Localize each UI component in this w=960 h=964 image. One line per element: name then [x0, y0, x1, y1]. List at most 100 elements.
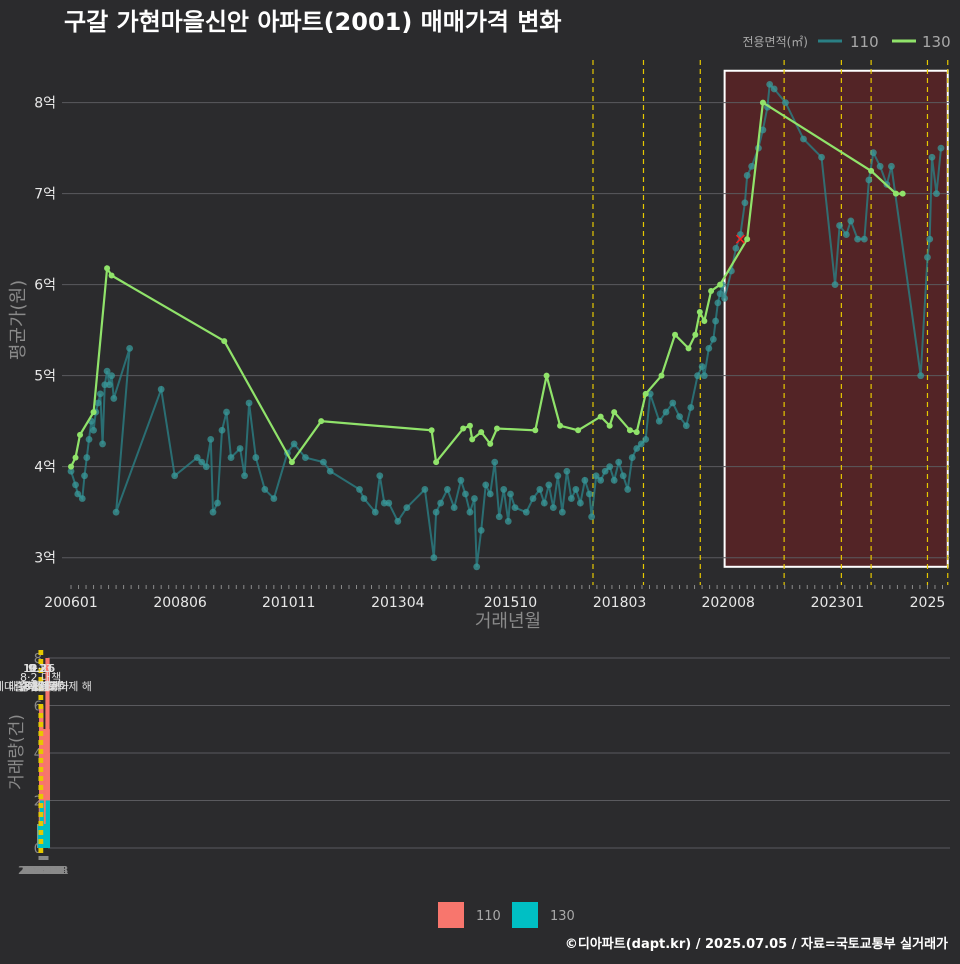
series-110-point — [549, 504, 557, 512]
policy-label-text: 10.26 — [23, 662, 55, 675]
series-110-point — [72, 481, 79, 489]
series-110-point — [326, 467, 334, 475]
series-110-point — [462, 490, 469, 498]
series-110-point — [633, 445, 641, 452]
price-x-tick-label: 201803 — [593, 595, 646, 611]
price-y-tick-label: 3억 — [34, 551, 56, 567]
series-110-point — [471, 495, 478, 502]
series-110-point — [592, 472, 600, 480]
series-110-point — [99, 440, 106, 448]
series-110-point — [437, 499, 445, 507]
series-130-point — [899, 190, 906, 197]
series-130-point — [493, 425, 500, 432]
series-110-point — [320, 458, 327, 466]
series-110-point — [581, 476, 589, 484]
series-110-point — [655, 417, 663, 425]
series-110-point — [198, 458, 206, 466]
bar-130 — [37, 824, 42, 848]
series-110-point — [642, 435, 650, 443]
series-110-point — [732, 244, 740, 252]
footer-credit: ©디아파트(dapt.kr) / 2025.07.05 / 자료=국토교통부 실… — [565, 936, 948, 952]
series-110-point — [90, 426, 97, 434]
series-110-point — [261, 486, 269, 493]
series-130-point — [532, 427, 539, 434]
legend-swatch-130 — [512, 902, 538, 928]
series-110-point — [432, 508, 440, 516]
series-110-point — [245, 399, 253, 407]
series-110-point — [928, 153, 936, 161]
series-110-point — [157, 385, 165, 393]
volume-x-tick-label: 201407 — [23, 864, 65, 877]
series-110-point — [854, 235, 861, 243]
series-130-point — [428, 427, 435, 434]
series-110-point — [385, 499, 393, 507]
series-110-point — [482, 481, 490, 489]
series-110-point — [110, 395, 118, 402]
series-130-point — [759, 99, 766, 106]
policy-label-text: 특례대출축소 토허제 해 — [0, 679, 92, 693]
series-130-point — [104, 265, 111, 272]
series-110-point — [356, 486, 363, 493]
series-110-point — [676, 413, 683, 421]
series-110-point — [207, 435, 215, 443]
price-legend-label-130: 130 — [922, 33, 951, 51]
series-110-point — [558, 508, 566, 516]
price-y-tick-label: 6억 — [34, 278, 56, 294]
series-110-point — [619, 472, 627, 480]
series-110-point — [536, 486, 544, 493]
series-110-point — [712, 317, 720, 325]
series-110-point — [360, 495, 368, 502]
series-130-point — [460, 425, 467, 432]
volume-x-tick-label: 200806 — [26, 864, 68, 877]
series-110-point — [869, 149, 877, 157]
series-130-point — [221, 338, 228, 345]
series-130-point — [557, 422, 564, 429]
price-y-tick-label: 5억 — [34, 369, 56, 385]
series-130-point — [611, 409, 618, 416]
series-110-point — [705, 344, 713, 352]
series-110-point — [554, 472, 562, 480]
volume-x-tick-label: 201510 — [22, 864, 64, 877]
series-110-point — [403, 504, 411, 512]
series-110-point — [567, 495, 575, 502]
series-110-point — [926, 235, 934, 243]
series-110-point — [748, 162, 756, 170]
series-110-point — [495, 513, 503, 521]
series-130-point — [606, 422, 613, 429]
series-110-point — [624, 486, 632, 493]
volume-x-tick-label: 201612 — [22, 864, 64, 877]
series-110-point — [540, 499, 548, 507]
policy-label-text: 6.2 — [29, 662, 47, 675]
series-110-point — [241, 472, 248, 480]
series-110-point — [601, 467, 609, 475]
series-110-point — [218, 426, 226, 434]
policy-label-text: 9.7 — [29, 662, 47, 675]
series-130-point — [68, 463, 75, 470]
volume-x-tick-label: 200601 — [27, 864, 69, 877]
series-130-point — [597, 413, 604, 420]
series-110-point — [193, 454, 201, 461]
series-110-point — [888, 162, 895, 170]
series-130-point — [469, 436, 476, 443]
price-x-tick-label: 202008 — [701, 595, 754, 611]
volume-x-tick-label: 202404 — [19, 864, 61, 877]
series-110-point — [800, 135, 807, 143]
series-110-point — [876, 162, 884, 170]
price-x-axis-title: 거래년월 — [475, 611, 541, 632]
series-110-point — [831, 281, 839, 289]
series-110-point — [847, 217, 855, 225]
series-110-point — [270, 495, 278, 502]
policy-label-text: 1.3 — [29, 662, 47, 675]
series-110-point — [83, 454, 91, 461]
series-110-point — [85, 435, 93, 443]
policy-label-text: 규제완화 — [18, 680, 58, 693]
series-110-point — [430, 554, 438, 562]
series-110-point — [78, 495, 86, 502]
series-110-point — [716, 290, 724, 298]
volume-x-tick-label: 202507 — [18, 864, 60, 877]
series-110-point — [606, 463, 614, 471]
series-130-point — [433, 459, 440, 466]
legend-label-130: 130 — [550, 909, 575, 924]
price-x-tick-label: 201510 — [484, 595, 537, 611]
